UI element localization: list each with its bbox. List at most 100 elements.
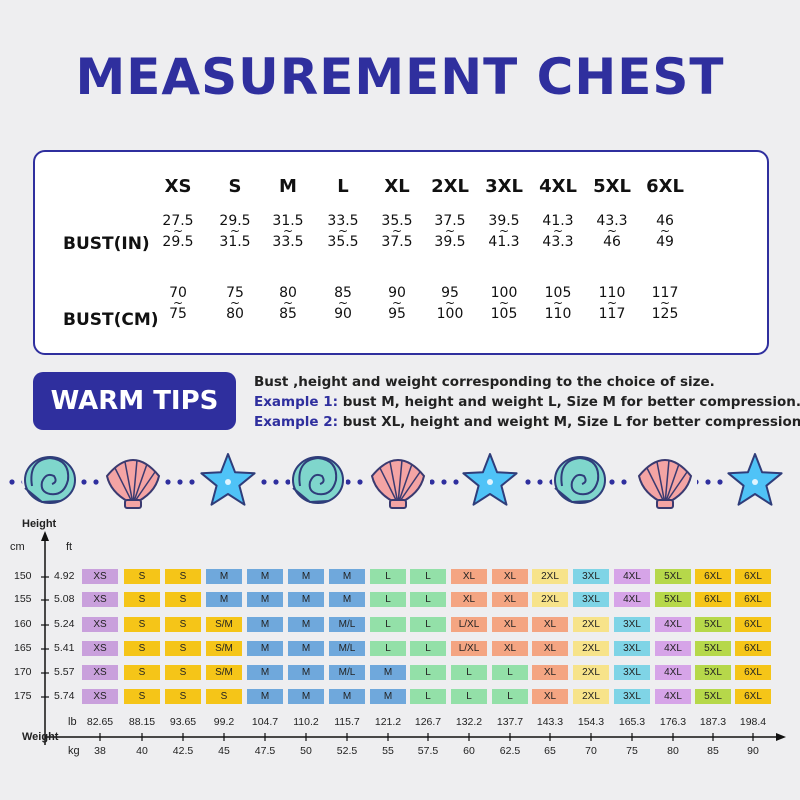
size-cell: S/M (206, 641, 242, 656)
range-max: 117 (598, 306, 626, 322)
height-cm-tick: 175 (14, 690, 32, 702)
range-min: 95 (441, 285, 459, 301)
height-ft-tick: 5.74 (54, 690, 75, 702)
range-max: 85 (279, 306, 297, 322)
bust_in-range: 43.3 ~46 (584, 214, 640, 249)
weight-kg-tick: 80 (667, 745, 679, 757)
range-max: 29.5 (162, 234, 194, 250)
size-cell: 5XL (655, 569, 691, 584)
bust_cm-range: 110 ~117 (584, 286, 640, 321)
range-tilde: ~ (498, 296, 510, 310)
example-2-label: Example 2: (254, 414, 339, 430)
weight-axis-label: Weight (22, 731, 59, 743)
range-tilde: ~ (337, 296, 349, 310)
range-tilde: ~ (606, 296, 618, 310)
weight-kg-tick: 57.5 (417, 745, 439, 757)
lb-unit-label: lb (68, 716, 77, 728)
size-cell: L (370, 569, 406, 584)
range-max: 95 (388, 306, 406, 322)
weight-kg-tick: 38 (94, 745, 106, 757)
size-cell: M (247, 665, 283, 680)
range-tilde: ~ (659, 296, 671, 310)
size-cell: M (288, 569, 324, 584)
size-header-l: L (337, 176, 349, 197)
size-cell: L (370, 641, 406, 656)
weight-lb-tick: 115.7 (334, 716, 360, 728)
bust_in-range: 39.5 ~41.3 (476, 214, 532, 249)
range-max: 100 (436, 306, 464, 322)
size-cell: M/L (329, 617, 365, 632)
size-cell: XS (82, 689, 118, 704)
size-cell: 2XL (573, 665, 609, 680)
size-cell: M (247, 689, 283, 704)
weight-lb-tick: 121.2 (374, 716, 402, 728)
range-min: 46 (656, 213, 674, 229)
range-min: 70 (169, 285, 187, 301)
weight-kg-tick: 65 (544, 745, 556, 757)
size-cell: L (492, 689, 528, 704)
weight-kg-tick: 60 (463, 745, 475, 757)
size-cell: 4XL (655, 665, 691, 680)
size-cell: 5XL (655, 592, 691, 607)
range-max: 49 (656, 234, 674, 250)
size-cell: M (288, 689, 324, 704)
scallop-icon (633, 452, 697, 509)
size-cell: 4XL (655, 617, 691, 632)
weight-lb-tick: 82.65 (86, 716, 114, 728)
example-2-text: bust XL, height and weight M, Size L for… (338, 414, 800, 430)
height-cm-tick: 155 (14, 593, 32, 605)
grid-axes (41, 531, 786, 745)
height-ft-tick: 5.24 (54, 618, 75, 630)
range-min: 85 (334, 285, 352, 301)
size-cell: S (165, 617, 201, 632)
range-max: 37.5 (381, 234, 413, 250)
size-cell: 3XL (573, 569, 609, 584)
size-cell: 6XL (695, 569, 731, 584)
example-1-label: Example 1: (254, 394, 339, 410)
size-cell: 6XL (735, 665, 771, 680)
size-cell: 2XL (573, 689, 609, 704)
size-cell: M/L (329, 641, 365, 656)
size-cell: 4XL (614, 569, 650, 584)
size-cell: M (206, 592, 242, 607)
size-cell: XS (82, 569, 118, 584)
size-cell: M (329, 592, 365, 607)
size-cell: XS (82, 641, 118, 656)
range-max: 90 (334, 306, 352, 322)
size-cell: S (206, 689, 242, 704)
range-tilde: ~ (444, 224, 456, 238)
size-cell: XL (532, 689, 568, 704)
size-cell: M (206, 569, 242, 584)
size-cell: M (247, 569, 283, 584)
size-cell: XL (532, 641, 568, 656)
weight-lb-tick: 176.3 (659, 716, 687, 728)
size-cell: 3XL (614, 617, 650, 632)
starfish-icon (725, 452, 785, 512)
size-header-s: S (228, 176, 242, 197)
height-ft-tick: 5.57 (54, 666, 75, 678)
size-cell: M (370, 665, 406, 680)
size-cell: 6XL (735, 689, 771, 704)
bust_cm-range: 117 ~125 (637, 286, 693, 321)
size-cell: L (370, 617, 406, 632)
size-cell: S (124, 665, 160, 680)
size-cell: 5XL (695, 641, 731, 656)
size-cell: 4XL (655, 689, 691, 704)
starfish-icon (460, 452, 520, 512)
weight-kg-tick: 75 (626, 745, 638, 757)
size-cell: M (288, 641, 324, 656)
size-cell: L (370, 592, 406, 607)
bust_cm-range: 80 ~85 (260, 286, 316, 321)
bust_in-range: 29.5 ~31.5 (207, 214, 263, 249)
size-cell: XL (492, 641, 528, 656)
size-cell: M (247, 641, 283, 656)
size-cell: 3XL (614, 641, 650, 656)
range-tilde: ~ (606, 224, 618, 238)
size-header-5xl: 5XL (593, 176, 631, 197)
size-cell: M (288, 665, 324, 680)
size-cell: L (410, 617, 446, 632)
weight-kg-tick: 42.5 (172, 745, 194, 757)
size-grid: Height cm ft Weight lb kg 150 4.92 155 5.08 160 5.2… (0, 515, 800, 800)
range-min: 39.5 (488, 213, 520, 229)
range-tilde: ~ (282, 296, 294, 310)
